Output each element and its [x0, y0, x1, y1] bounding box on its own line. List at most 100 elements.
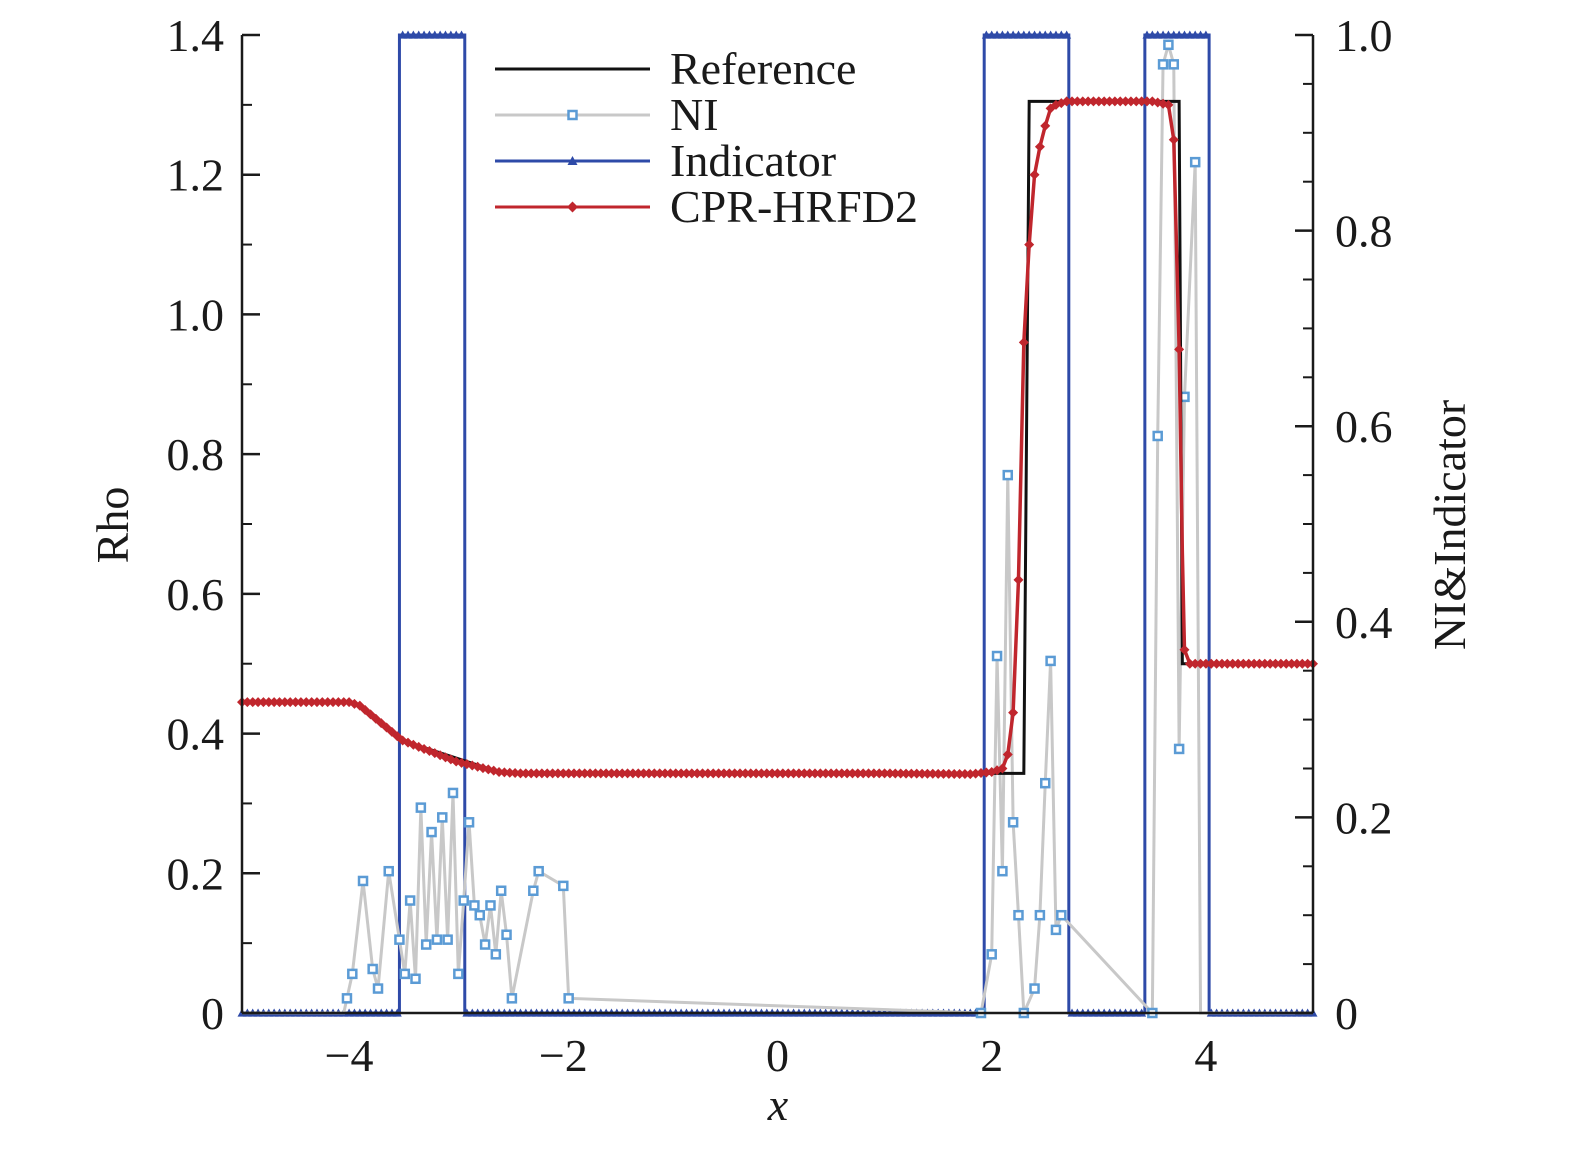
cpr-hrfd2-point — [1275, 658, 1286, 669]
cpr-hrfd2-point — [1018, 337, 1029, 348]
ni-point — [1168, 59, 1180, 70]
ni-point — [1029, 983, 1040, 994]
cpr-hrfd2-point — [328, 697, 339, 708]
cpr-hrfd2-point — [322, 697, 333, 708]
cpr-hrfd2-point — [799, 768, 810, 779]
ni-point — [1040, 777, 1051, 789]
cpr-hrfd2-point — [1216, 658, 1227, 669]
cpr-hrfd2-point — [729, 768, 740, 779]
ni-point — [1007, 817, 1019, 828]
cpr-hrfd2-point — [868, 768, 879, 779]
cpr-hrfd2-point — [333, 697, 344, 708]
ni-point — [1056, 909, 1067, 921]
cpr-hrfd2-point — [1024, 239, 1035, 250]
cpr-hrfd2-point — [686, 768, 697, 779]
cpr-hrfd2-point — [836, 768, 847, 779]
cpr-hrfd2-point — [735, 768, 746, 779]
cpr-hrfd2-point — [1286, 658, 1297, 669]
cpr-hrfd2-point — [1120, 96, 1131, 107]
cpr-hrfd2-point — [997, 763, 1008, 774]
cpr-hrfd2-point — [756, 768, 767, 779]
cpr-hrfd2-point — [1002, 749, 1013, 760]
ni-point — [474, 909, 486, 921]
ni-point — [1173, 743, 1185, 755]
ni-point — [1013, 909, 1024, 921]
cpr-hrfd2-point — [601, 768, 612, 779]
cpr-hrfd2-point — [826, 768, 837, 779]
ni-point — [1002, 469, 1014, 481]
cpr-hrfd2-point — [1302, 658, 1313, 669]
cpr-hrfd2-point — [842, 768, 853, 779]
cpr-hrfd2-point — [1115, 96, 1126, 107]
ni-point — [528, 885, 539, 896]
cpr-hrfd2-point — [708, 768, 719, 779]
cpr-hrfd2-point — [901, 768, 912, 779]
ni-point — [463, 817, 475, 828]
indicator-point — [457, 30, 467, 39]
cpr-hrfd2-point — [311, 697, 322, 708]
cpr-hrfd2-point — [1136, 96, 1147, 107]
cpr-hrfd2-point — [895, 768, 906, 779]
legend-label: CPR-HRFD2 — [670, 181, 918, 232]
cpr-hrfd2-point — [927, 768, 938, 779]
cpr-hrfd2-point — [1195, 658, 1206, 669]
legend-marker — [567, 156, 578, 165]
cpr-hrfd2-point — [1072, 96, 1083, 107]
cpr-hrfd2-point — [761, 768, 772, 779]
x-tick-label: 2 — [980, 1030, 1003, 1081]
cpr-hrfd2-point — [1254, 658, 1265, 669]
indicator-point — [1062, 30, 1072, 39]
cpr-hrfd2-point — [290, 697, 301, 708]
cpr-hrfd2-point — [1206, 658, 1217, 669]
cpr-hrfd2-point — [563, 768, 574, 779]
cpr-hrfd2-point — [242, 697, 253, 708]
ni-point — [431, 934, 443, 945]
cpr-hrfd2-point — [1270, 658, 1281, 669]
cpr-hrfd2-point — [574, 768, 585, 779]
ni-point — [495, 885, 507, 896]
legend-label: NI — [670, 89, 719, 140]
ni-point — [394, 934, 405, 945]
cpr-hrfd2-point — [906, 768, 917, 779]
cpr-hrfd2-point — [847, 768, 858, 779]
ni-point — [437, 812, 448, 823]
ni-point — [420, 939, 432, 950]
cpr-hrfd2-point — [269, 697, 280, 708]
cpr-hrfd2-point — [590, 768, 601, 779]
ni-point — [372, 983, 384, 994]
cpr-hrfd2-point — [1125, 96, 1136, 107]
y-tick-label: 0 — [201, 988, 224, 1039]
ni-point — [986, 949, 997, 960]
cpr-hrfd2-point — [788, 768, 799, 779]
cpr-hrfd2-point — [643, 768, 654, 779]
cpr-hrfd2-point — [617, 768, 628, 779]
cpr-hrfd2-point — [526, 768, 537, 779]
cpr-hrfd2-point — [740, 768, 751, 779]
cpr-hrfd2-point — [558, 768, 569, 779]
cpr-hrfd2-point — [1200, 658, 1211, 669]
cpr-hrfd2-point — [676, 768, 687, 779]
cpr-hrfd2-point — [772, 768, 783, 779]
y-tick-label: 1.4 — [167, 10, 225, 61]
cpr-hrfd2-point — [863, 768, 874, 779]
y-tick-label: 0.4 — [167, 709, 225, 760]
cpr-hrfd2-point — [1184, 658, 1195, 669]
cpr-hrfd2-point — [1243, 658, 1254, 669]
ni-point — [558, 880, 569, 892]
ni-point — [1189, 156, 1201, 168]
cpr-hrfd2-point — [258, 697, 269, 708]
cpr-hrfd2-point — [804, 768, 815, 779]
ni-point — [442, 934, 453, 945]
x-tick-label: 4 — [1194, 1030, 1217, 1081]
cpr-hrfd2-point — [1061, 96, 1072, 107]
y-tick-label: 1.0 — [167, 289, 225, 340]
cpr-hrfd2-point — [1174, 344, 1185, 355]
cpr-hrfd2-point — [1259, 658, 1270, 669]
cpr-hrfd2-point — [510, 768, 521, 779]
cpr-hrfd2-point — [285, 697, 296, 708]
cpr-hrfd2-point — [606, 768, 617, 779]
cpr-hrfd2-point — [959, 769, 970, 780]
cpr-hrfd2-point — [520, 768, 531, 779]
